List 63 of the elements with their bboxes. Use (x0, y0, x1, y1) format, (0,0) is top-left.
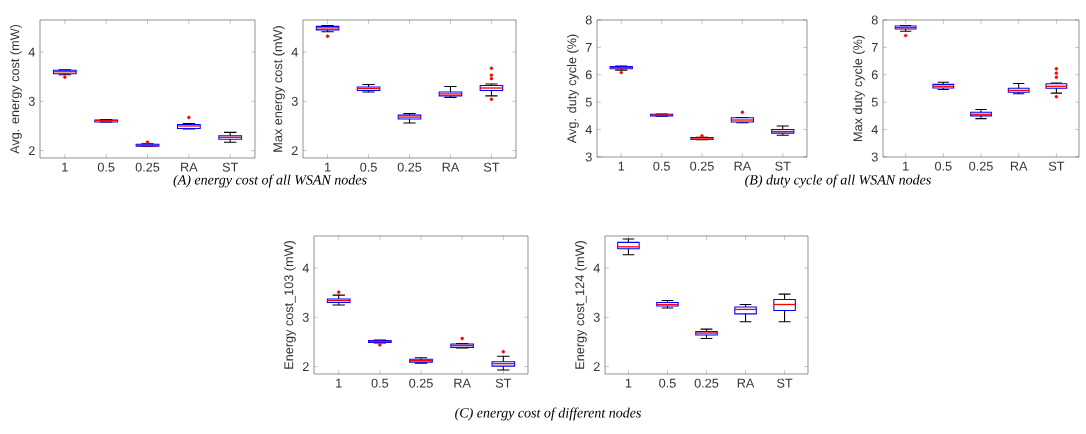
y-tick-label: 4 (302, 263, 309, 273)
y-tick-label: 3 (585, 152, 592, 162)
y-tick-label: 3 (291, 96, 298, 106)
x-tick-label: 1 (625, 378, 632, 388)
x-tick-label: 0.5 (371, 378, 389, 388)
x-tick-label: 0.25 (397, 162, 422, 172)
x-tick-label: RA (454, 378, 471, 388)
y-tick-label: 5 (871, 97, 878, 107)
y-axis-title: Max energy cost (mW) (272, 26, 285, 152)
y-axis-title: Energy cost_103 (mW) (283, 241, 296, 369)
y-tick-label: 2 (28, 146, 35, 156)
y-tick-label: 8 (871, 15, 878, 25)
x-tick-label: RA (1010, 161, 1028, 171)
text: (B) duty cycle of all WSAN nodes (745, 174, 931, 188)
x-tick-label: RA (442, 162, 460, 172)
y-tick-label: 3 (593, 312, 600, 322)
y-tick-label: 7 (585, 43, 592, 52)
y-tick-label: 3 (28, 96, 35, 106)
x-tick-label: 0.25 (690, 161, 714, 171)
x-tick-label: ST (775, 161, 791, 171)
y-tick-label: 3 (302, 312, 309, 322)
y-tick-label: 4 (593, 263, 600, 273)
x-tick-label: 0.5 (653, 161, 670, 171)
y-tick-label: 7 (871, 43, 878, 52)
y-tick-label: 2 (302, 362, 309, 372)
x-tick-label: RA (181, 162, 198, 172)
y-tick-label: 5 (585, 97, 592, 107)
x-tick-label: 1 (903, 161, 909, 171)
y-tick-label: 4 (291, 47, 298, 57)
x-tick-label: ST (777, 378, 793, 388)
text: (A) energy cost of all WSAN nodes (173, 174, 367, 188)
y-tick-label: 4 (585, 125, 592, 134)
y-tick-label: 2 (291, 146, 298, 156)
x-tick-label: ST (495, 378, 512, 388)
x-tick-label: 1 (618, 161, 625, 171)
y-tick-label: 8 (585, 15, 592, 25)
y-axis-title: Avg. energy cost (mW) (9, 24, 22, 154)
x-tick-label: 0.25 (409, 378, 433, 388)
y-axis-title: Avg. duty cycle (%) (566, 34, 579, 144)
y-tick-label: 4 (871, 125, 878, 134)
x-tick-label: 0.5 (935, 161, 952, 171)
x-tick-label: 1 (336, 378, 342, 388)
x-tick-label: 0.25 (969, 161, 993, 171)
y-tick-label: 6 (871, 70, 878, 80)
y-tick-label: 6 (585, 70, 592, 80)
x-tick-label: 0.25 (694, 378, 719, 388)
x-tick-label: 1 (62, 162, 68, 172)
y-tick-label: 3 (871, 152, 878, 162)
x-tick-label: ST (222, 162, 238, 172)
y-axis-title: Energy cost_124 (mW) (574, 241, 587, 369)
x-tick-label: 0.5 (360, 162, 377, 172)
x-tick-label: 0.5 (97, 162, 115, 172)
x-tick-label: RA (734, 161, 752, 171)
x-tick-label: 0.5 (659, 378, 676, 388)
y-tick-label: 2 (593, 362, 600, 372)
x-tick-label: RA (737, 378, 755, 388)
text: (C) energy cost of different nodes (455, 407, 641, 421)
y-axis-title: Max duty cycle (%) (852, 35, 865, 141)
x-tick-label: 1 (325, 162, 331, 172)
x-tick-label: 0.25 (135, 162, 160, 172)
y-tick-label: 4 (28, 47, 35, 57)
x-tick-label: ST (483, 162, 500, 172)
x-tick-label: ST (1048, 161, 1065, 171)
